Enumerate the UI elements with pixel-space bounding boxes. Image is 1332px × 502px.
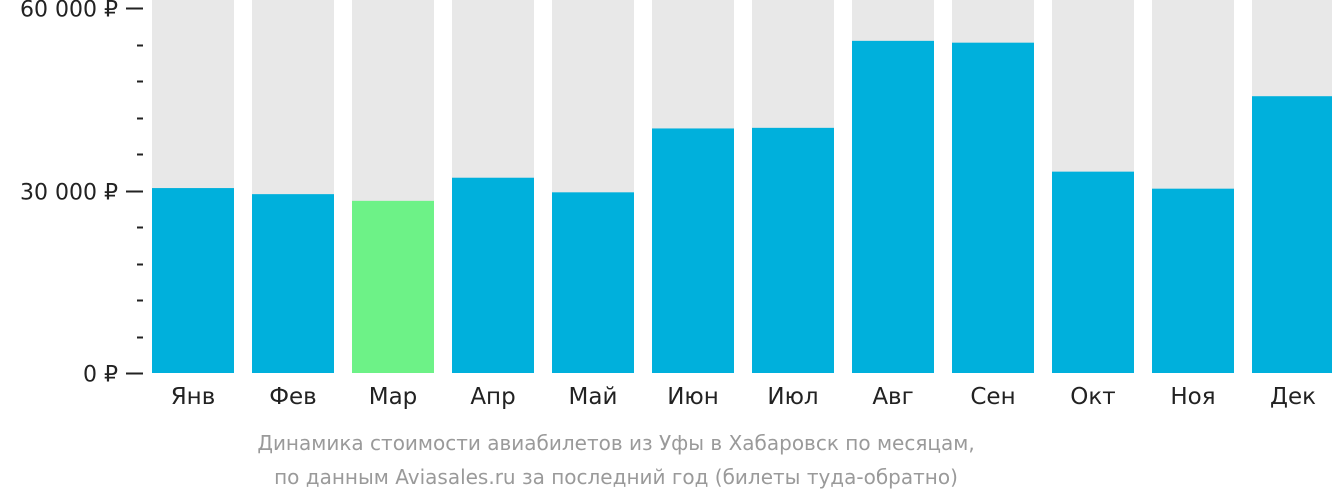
x-tick-label: Май [569, 384, 618, 410]
x-tick-label: Июн [667, 384, 719, 410]
x-tick-label: Дек [1270, 384, 1316, 410]
x-tick-label: Мар [369, 384, 418, 410]
y-tick-label: 60 000 ₽ [20, 0, 118, 23]
bar-4 [552, 192, 634, 373]
bar-1 [252, 194, 334, 373]
bar-3 [452, 177, 534, 373]
x-tick-label: Янв [171, 384, 216, 410]
x-tick-label: Авг [872, 384, 913, 410]
x-axis-labels: Янв Фев Мар Апр Май Июн Июл Авг Сен Окт Ноя Дек [171, 384, 1316, 410]
bar-10 [1152, 188, 1234, 373]
y-tick-label: 0 ₽ [83, 363, 118, 388]
bar-6 [752, 127, 834, 373]
x-tick-label: Ноя [1170, 384, 1215, 410]
chart-caption-line-2: по данным Aviasales.ru за последний год … [274, 465, 958, 489]
bar-11 [1252, 96, 1332, 373]
y-tick-label: 30 000 ₽ [20, 181, 118, 206]
x-tick-label: Июл [767, 384, 818, 410]
bar-0 [152, 188, 234, 373]
x-tick-label: Окт [1070, 384, 1115, 410]
bar-7 [852, 40, 934, 373]
bar-9 [1052, 171, 1134, 373]
bar-8 [952, 42, 1034, 374]
data-bars [152, 40, 1332, 374]
x-tick-label: Фев [269, 384, 317, 410]
x-tick-label: Сен [970, 384, 1015, 410]
y-axis: 0 ₽ 30 000 ₽ 60 000 ₽ [20, 0, 143, 388]
bar-5 [652, 128, 734, 373]
bar-2 [352, 200, 434, 373]
chart-caption-line-1: Динамика стоимости авиабилетов из Уфы в … [257, 431, 975, 455]
x-tick-label: Апр [470, 384, 515, 410]
price-bar-chart: 0 ₽ 30 000 ₽ 60 000 ₽ Янв Фев Мар Апр Май Июн Ию… [20, 0, 1332, 410]
